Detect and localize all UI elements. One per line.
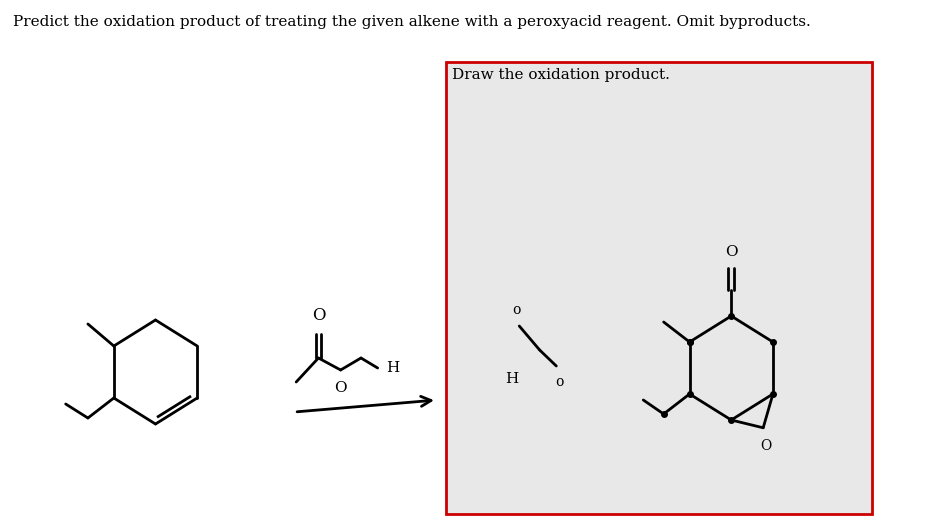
Text: O: O (334, 381, 347, 395)
Bar (446, 62, 872, 514)
Text: o: o (555, 375, 564, 389)
Text: o: o (512, 303, 521, 317)
Text: O: O (724, 245, 738, 259)
Text: O: O (761, 439, 772, 453)
Text: H: H (506, 372, 519, 386)
Text: O: O (311, 307, 326, 324)
Text: Predict the oxidation product of treating the given alkene with a peroxyacid rea: Predict the oxidation product of treatin… (13, 15, 811, 29)
Text: H: H (386, 361, 399, 375)
Text: Draw the oxidation product.: Draw the oxidation product. (451, 68, 669, 82)
